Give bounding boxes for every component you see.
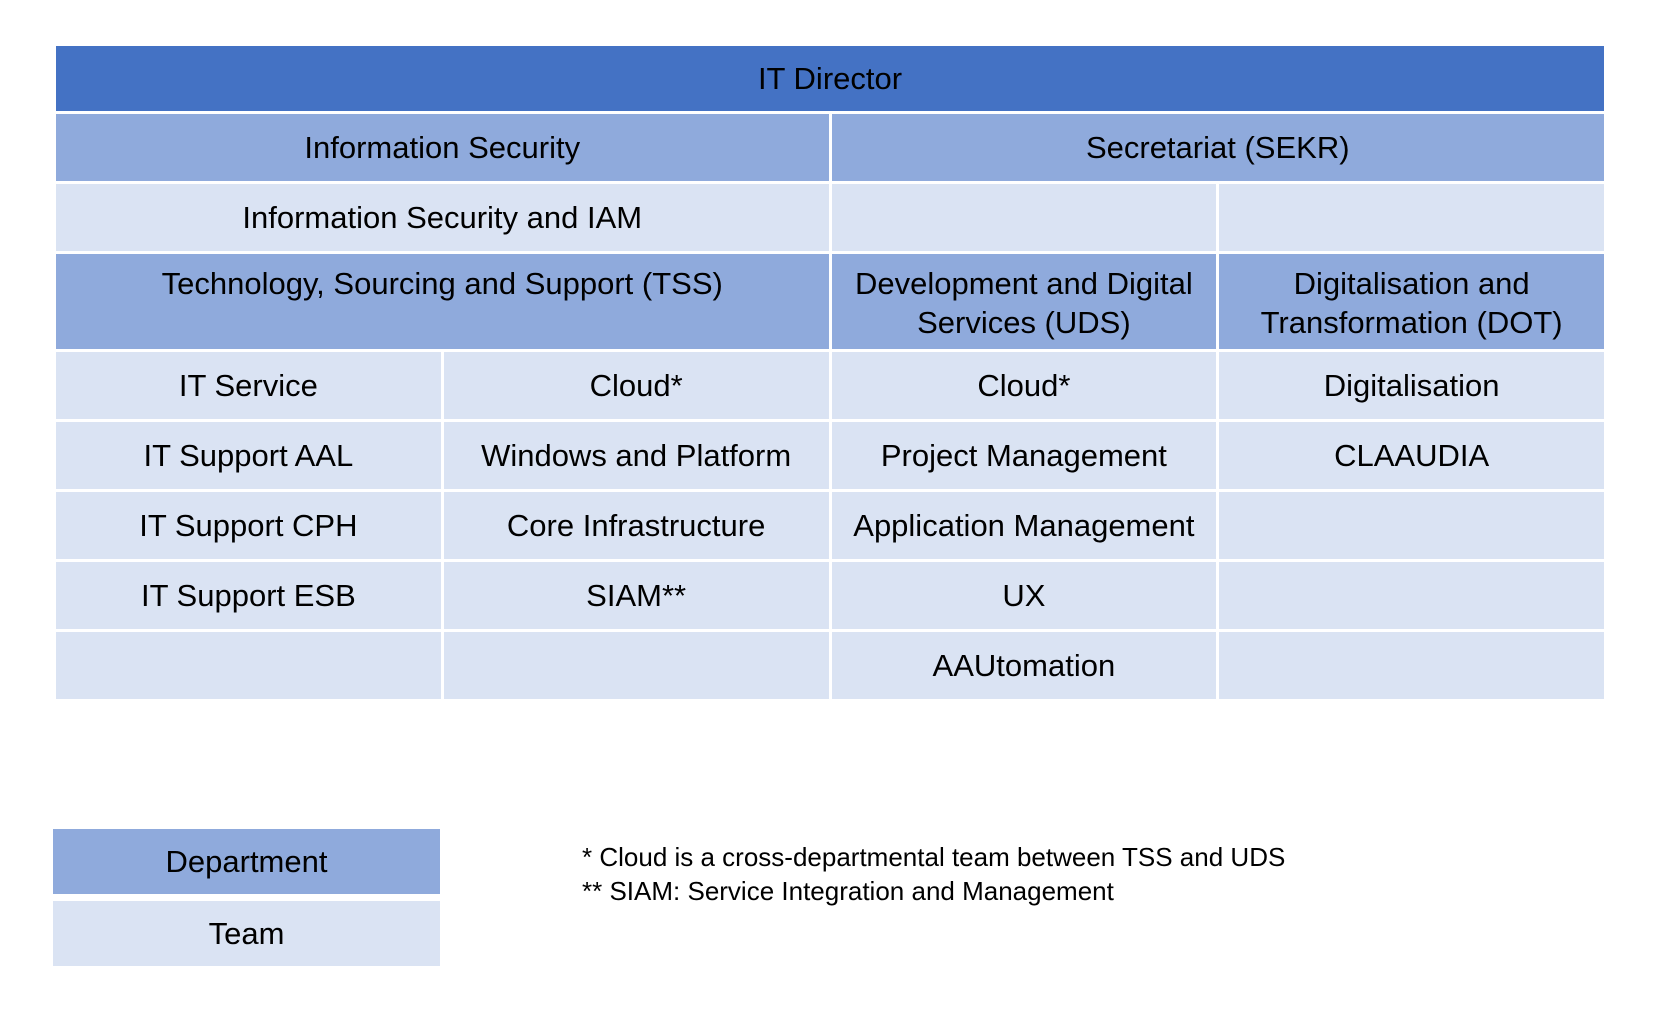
team-label: UX [1002,577,1046,613]
team-label: AAUtomation [932,647,1116,683]
dept-dot: Digitalisation and Transformation (DOT) [1216,250,1607,352]
empty-cell [1216,180,1607,254]
team-information-security-iam-label: Information Security and IAM [242,199,643,235]
team-label: Project Management [880,437,1167,473]
team-aautomation: AAUtomation [828,628,1220,702]
empty-cell [53,628,444,702]
org-chart: IT Director Information Security Secreta… [53,46,1607,702]
team-label: IT Service [178,367,318,403]
legend-team-label: Team [208,915,285,951]
empty-cell [1216,628,1607,702]
team-siam: SIAM** [440,558,832,632]
dept-dot-label: Digitalisation and Transformation (DOT) [1260,265,1563,340]
footnote-cloud: * Cloud is a cross-departmental team bet… [582,842,1286,872]
team-label: Windows and Platform [481,437,792,473]
dept-information-security: Information Security [53,110,832,184]
team-windows-platform: Windows and Platform [440,418,832,492]
team-label: IT Support ESB [140,577,356,613]
footnotes: * Cloud is a cross-departmental team bet… [582,840,1285,908]
dept-tss: Technology, Sourcing and Support (TSS) [53,250,832,352]
team-digitalisation: Digitalisation [1216,348,1607,422]
legend: Department Team [53,829,440,973]
team-it-support-esb: IT Support ESB [53,558,444,632]
team-application-management: Application Management [828,488,1220,562]
team-label: Core Infrastructure [506,507,766,543]
team-label: Digitalisation [1323,367,1500,403]
team-cloud-tss: Cloud* [440,348,832,422]
legend-department-label: Department [165,843,328,879]
team-project-management: Project Management [828,418,1220,492]
team-information-security-iam: Information Security and IAM [53,180,832,254]
legend-team-swatch: Team [53,901,440,966]
dept-uds-label: Development and Digital Services (UDS) [855,265,1193,340]
team-core-infrastructure: Core Infrastructure [440,488,832,562]
team-label: IT Support AAL [143,437,354,473]
team-it-support-cph: IT Support CPH [53,488,444,562]
it-director-box: IT Director [53,46,1607,114]
team-label: Cloud* [977,367,1071,403]
dept-secretariat-label: Secretariat (SEKR) [1085,129,1350,165]
dept-information-security-label: Information Security [304,129,581,165]
team-it-service: IT Service [53,348,444,422]
team-label: Cloud* [589,367,683,403]
footnote-siam: ** SIAM: Service Integration and Managem… [582,876,1114,906]
empty-cell [1216,558,1607,632]
empty-cell [1216,488,1607,562]
team-cloud-uds: Cloud* [828,348,1220,422]
dept-tss-label: Technology, Sourcing and Support (TSS) [161,265,723,301]
team-ux: UX [828,558,1220,632]
team-label: SIAM** [586,577,687,613]
team-label: IT Support CPH [139,507,358,543]
team-claaudia: CLAAUDIA [1216,418,1607,492]
it-director-label: IT Director [757,60,903,96]
dept-uds: Development and Digital Services (UDS) [828,250,1220,352]
empty-cell [828,180,1220,254]
empty-cell [440,628,832,702]
legend-department-swatch: Department [53,829,440,894]
dept-secretariat: Secretariat (SEKR) [828,110,1607,184]
team-label: CLAAUDIA [1334,437,1490,473]
team-it-support-aal: IT Support AAL [53,418,444,492]
team-label: Application Management [853,507,1195,543]
